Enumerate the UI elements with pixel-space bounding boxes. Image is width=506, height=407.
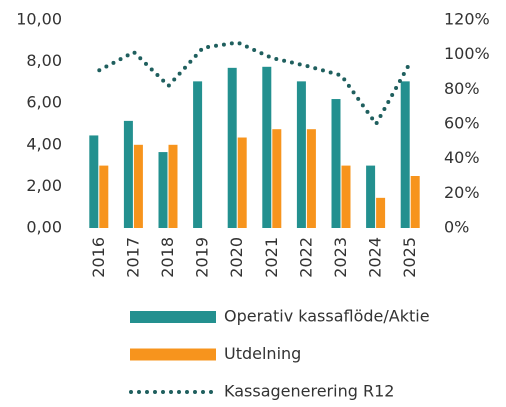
y2-tick-label: 20% [444, 183, 480, 202]
y-tick-label: 6,00 [26, 93, 62, 112]
bar [123, 120, 133, 228]
x-tick-label: 2019 [193, 237, 212, 278]
bar [168, 144, 178, 228]
bar [306, 129, 316, 228]
legend-label: Kassagenerering R12 [224, 382, 394, 401]
y2-tick-label: 80% [444, 79, 480, 98]
y-tick-label: 8,00 [26, 51, 62, 70]
legend-swatch [130, 311, 216, 323]
y-tick-label: 0,00 [26, 218, 62, 237]
bar [272, 129, 282, 228]
y2-tick-label: 40% [444, 148, 480, 167]
x-tick-label: 2025 [400, 237, 419, 278]
y2-tick-label: 100% [444, 44, 490, 63]
bar [296, 81, 306, 228]
bar [400, 81, 410, 228]
legend-swatch [130, 348, 216, 361]
bar [99, 165, 109, 228]
line [97, 40, 413, 126]
legend-label: Utdelning [224, 344, 301, 363]
x-tick-label: 2023 [331, 237, 350, 278]
bar [410, 176, 420, 228]
bar [376, 197, 386, 228]
bar [237, 137, 247, 228]
x-tick-label: 2022 [296, 237, 315, 278]
bar [341, 165, 351, 228]
bar [227, 67, 237, 228]
bar [89, 135, 99, 228]
x-tick-label: 2020 [227, 237, 246, 278]
bar [133, 144, 143, 228]
bar [158, 152, 168, 228]
x-tick-label: 2017 [123, 237, 142, 278]
legend-label: Operativ kassaflöde/Aktie [224, 307, 430, 326]
y2-tick-label: 0% [444, 218, 469, 237]
bar [366, 165, 376, 228]
bar [262, 66, 272, 228]
y2-tick-label: 120% [444, 10, 490, 29]
y-tick-label: 10,00 [16, 10, 62, 29]
x-tick-label: 2018 [158, 237, 177, 278]
bar [331, 99, 341, 228]
y-tick-label: 4,00 [26, 134, 62, 153]
x-tick-label: 2016 [89, 237, 108, 278]
x-tick-label: 2021 [262, 237, 281, 278]
y-tick-label: 2,00 [26, 176, 62, 195]
y2-tick-label: 60% [444, 114, 480, 133]
x-tick-label: 2024 [366, 237, 385, 278]
bar [193, 81, 203, 228]
